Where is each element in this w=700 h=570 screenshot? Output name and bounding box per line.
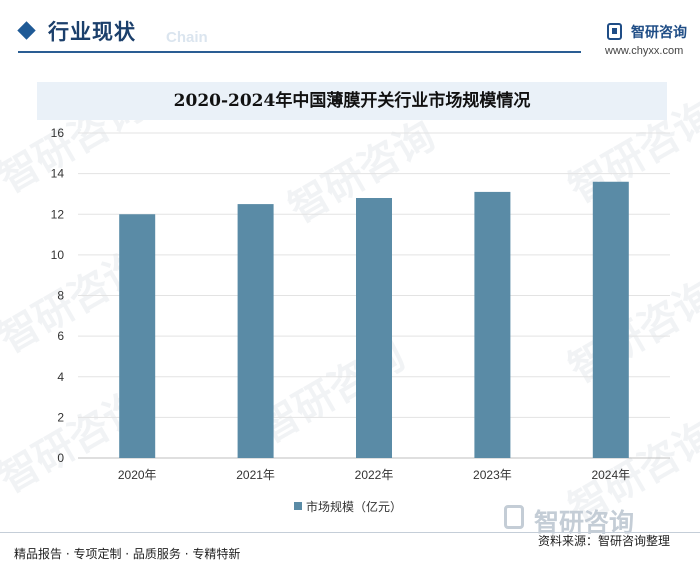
y-tick-label: 16 [51,126,65,140]
y-tick-label: 0 [57,451,64,465]
y-tick-label: 2 [57,410,64,424]
logo-mark-icon [607,23,622,40]
y-tick-label: 6 [57,329,64,343]
bars [119,181,629,458]
section-header: 行业现状 Chain [0,0,700,62]
chart-title-band: 2020-2024年中国薄膜开关行业市场规模情况 [37,82,667,120]
bar [356,198,392,458]
header-divider [18,51,581,53]
legend: 市场规模（亿元） [294,498,402,514]
bar [237,204,274,458]
y-tick-label: 12 [51,207,65,221]
y-tick-label: 10 [51,248,65,262]
x-tick-label: 2024年 [591,468,630,482]
bar [474,191,511,458]
section-title: 行业现状 [48,20,136,44]
legend-swatch [294,502,302,510]
y-tick-label: 8 [57,289,64,303]
x-tick-label: 2023年 [473,468,512,482]
x-axis-ticks: 2020年 2021年 2022年 2023年 2024年 [118,468,630,482]
chart-title: 2020-2024年中国薄膜开关行业市场规模情况 [173,91,531,111]
footer-brand: 智研咨询 [504,503,694,537]
footer-logo-icon [504,505,524,529]
brand-logo: 智研咨询 www.chyxx.com [598,21,694,59]
x-tick-label: 2020年 [118,468,157,482]
data-source: 资料来源：智研咨询整理 [538,534,671,548]
x-tick-label: 2022年 [355,468,394,482]
y-axis-ticks: 0 2 4 6 8 10 12 14 16 [51,126,65,465]
section-subtitle: Chain [166,29,208,46]
logo-url: www.chyxx.com [605,45,684,57]
logo-name: 智研咨询 [631,25,687,41]
bar [592,181,629,458]
legend-label: 市场规模（亿元） [306,499,403,514]
x-tick-label: 2021年 [236,468,275,482]
bar [119,214,156,458]
y-tick-label: 4 [57,370,64,384]
footer-divider [0,532,700,533]
y-tick-label: 14 [51,167,65,181]
footer-tags: 精品报告 · 专项定制 · 品质服务 · 专精特新 [14,547,241,561]
